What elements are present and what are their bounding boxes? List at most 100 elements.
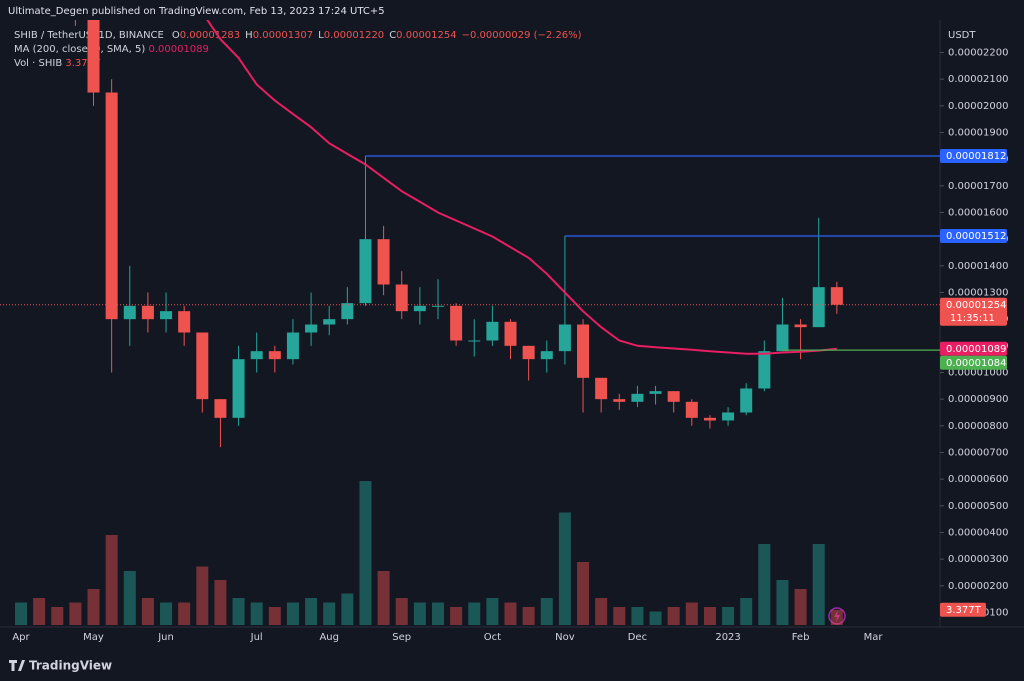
candle-body — [540, 351, 553, 360]
y-tick-label: 0.00000800 — [948, 421, 1008, 432]
x-tick-label: Nov — [555, 632, 575, 643]
candle-body — [504, 321, 517, 346]
vol-name: Vol · SHIB — [14, 58, 62, 69]
volume-bar — [413, 602, 426, 625]
candle-body — [341, 303, 354, 320]
plot-area — [0, 20, 940, 625]
volume-bar — [486, 598, 499, 625]
y-tick-label: 0.00001600 — [948, 208, 1008, 219]
candle-body — [830, 287, 843, 305]
volume-bar — [758, 544, 771, 625]
volume-bar — [595, 598, 608, 625]
candle-body — [667, 391, 680, 402]
candle-body — [703, 417, 716, 421]
y-tick-label: 0.00000600 — [948, 474, 1008, 485]
candle-body — [613, 399, 626, 402]
y-tick-label: 0.00001700 — [948, 181, 1008, 192]
candle-body — [577, 324, 590, 378]
y-tick-label: 0.00000400 — [948, 527, 1008, 538]
volume-box — [940, 602, 986, 617]
volume-bar — [286, 602, 299, 625]
x-tick-label: May — [83, 632, 104, 643]
x-tick-label: Aug — [319, 632, 339, 643]
volume-bar — [830, 609, 843, 625]
candle-body — [812, 287, 825, 328]
volume-bar — [468, 602, 481, 625]
candle-body — [160, 311, 173, 320]
volume-bar — [196, 566, 209, 625]
ma-line — [206, 20, 837, 355]
volume-bar — [812, 544, 825, 625]
axis-unit: USDT — [948, 30, 976, 41]
volume-bar — [359, 481, 372, 625]
volume-bar — [268, 607, 281, 625]
logo — [9, 660, 25, 671]
alert-icon[interactable] — [828, 607, 846, 625]
volume-bar — [540, 598, 553, 625]
x-tick-label: Sep — [392, 632, 411, 643]
ma-name: MA (200, close, 0, SMA, 5) — [14, 44, 145, 55]
y-tick-label: 0.00001000 — [948, 367, 1008, 378]
candle-body — [558, 324, 571, 352]
candle-body — [486, 321, 499, 341]
x-tick-label: Oct — [484, 632, 501, 643]
x-tick-label: Dec — [628, 632, 647, 643]
ohlc-value: 0.00001254 — [396, 30, 456, 41]
volume-bar — [431, 602, 444, 625]
candle-body — [395, 284, 408, 312]
volume-label: 3.377T — [946, 605, 982, 616]
level-label-box — [940, 355, 1007, 370]
publisher: Ultimate_Degen published on TradingView.… — [8, 6, 385, 17]
volume-bar — [740, 598, 753, 625]
y-tick-label: 0.00002100 — [948, 74, 1008, 85]
y-tick-label: 0.00000300 — [948, 554, 1008, 565]
volume-bar — [51, 607, 64, 625]
x-tick-label: Jun — [157, 632, 174, 643]
candle-body — [595, 377, 608, 400]
volume-bar — [323, 602, 336, 625]
volume-bar — [33, 598, 46, 625]
countdown: 11:35:11 — [950, 313, 995, 324]
candle-body — [305, 324, 318, 333]
volume-bar — [613, 607, 626, 625]
volume-bar — [232, 598, 245, 625]
level-label: 0.00001512 — [946, 231, 1006, 242]
y-tick-label: 0.00001300 — [948, 288, 1008, 299]
candle-body — [105, 92, 118, 320]
price-box — [940, 297, 1007, 326]
footer — [0, 648, 1024, 681]
volume-bar — [667, 607, 680, 625]
candle-body — [141, 305, 154, 320]
y-tick-label: 0.00001900 — [948, 128, 1008, 139]
x-tick-label: Feb — [792, 632, 810, 643]
volume-bar — [214, 580, 227, 625]
volume-bar — [703, 607, 716, 625]
candle-body — [649, 391, 662, 394]
x-tick-label: Apr — [12, 632, 30, 643]
candle-body — [268, 351, 281, 360]
x-tick-label: Jul — [250, 632, 263, 643]
y-tick-label: 0.00000200 — [948, 581, 1008, 592]
candle-body — [758, 351, 771, 389]
level-label: 0.00001812 — [946, 151, 1006, 162]
volume-bar — [69, 602, 82, 625]
volume-bar — [794, 589, 807, 625]
price-label: 0.00001254 — [946, 300, 1006, 311]
y-tick-label: 0.00001400 — [948, 261, 1008, 272]
candle-body — [359, 239, 372, 304]
volume-bar — [395, 598, 408, 625]
volume-bar — [305, 598, 318, 625]
volume-bar — [685, 602, 698, 625]
x-tick-label: 2023 — [715, 632, 740, 643]
ohlc-value: 0.00001307 — [253, 30, 313, 41]
candle-body — [468, 340, 481, 342]
candle-body — [794, 324, 807, 328]
candle-body — [740, 388, 753, 413]
volume-bar — [577, 562, 590, 625]
candle-body — [87, 20, 100, 93]
candle-body — [722, 412, 735, 421]
y-tick-label: 0.00000700 — [948, 447, 1008, 458]
volume-bar — [649, 611, 662, 625]
legend-ma: MA (200, close, 0, SMA, 5) 0.00001089 — [14, 44, 209, 55]
